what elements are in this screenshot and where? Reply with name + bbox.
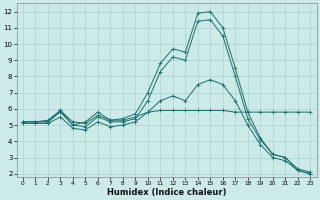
X-axis label: Humidex (Indice chaleur): Humidex (Indice chaleur) xyxy=(107,188,226,197)
